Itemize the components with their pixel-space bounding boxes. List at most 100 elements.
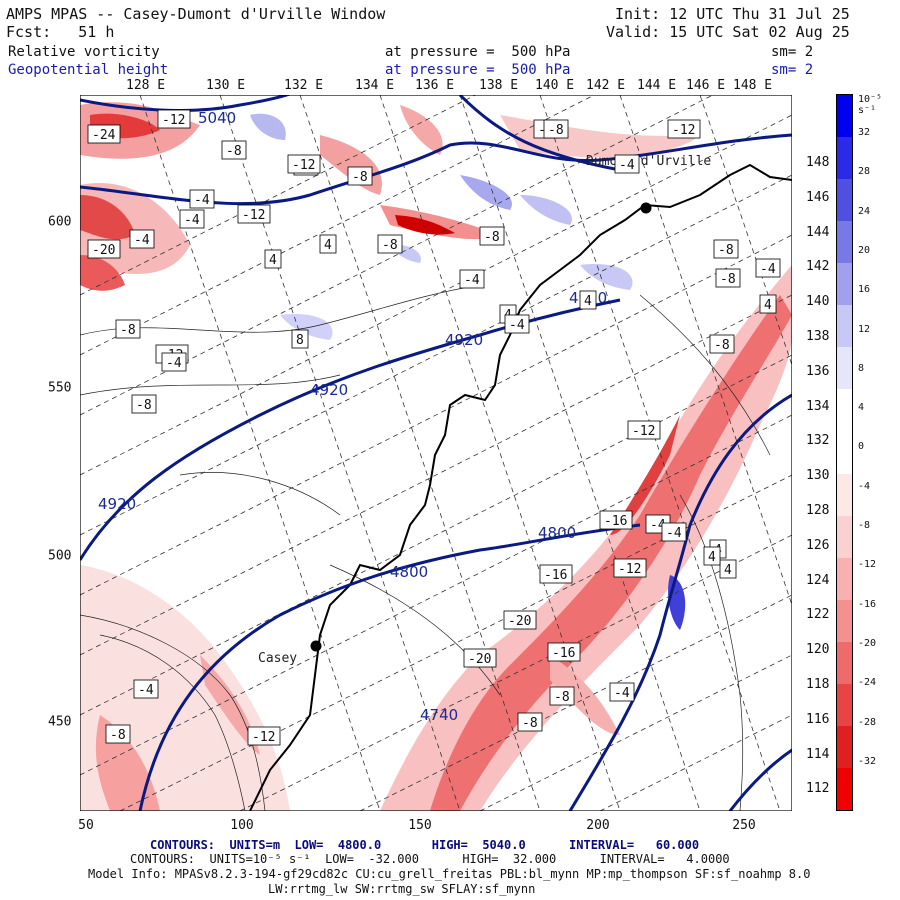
vorticity-label: -4 bbox=[504, 314, 530, 334]
vorticity-label-text: -8 bbox=[484, 230, 500, 245]
x-tick: 150 bbox=[408, 818, 432, 833]
y-tick: 600 bbox=[48, 214, 72, 230]
vorticity-label-text: 8 bbox=[296, 333, 304, 348]
vorticity-label: 4 bbox=[579, 290, 597, 310]
height-label: 4800 bbox=[538, 524, 576, 542]
vorticity-label: -12 bbox=[613, 558, 647, 578]
vorticity-label-text: -20 bbox=[468, 652, 491, 667]
colorbar-segment bbox=[837, 767, 852, 810]
right-lon-label: 128 E bbox=[806, 503, 846, 518]
right-lon-label: 146 E bbox=[806, 189, 846, 205]
colorbar-label: 24 bbox=[858, 205, 871, 217]
footer-model-info: Model Info: MPASv8.2.3-194-gf29cd82c CU:… bbox=[88, 867, 811, 881]
colorbar-label: 0 bbox=[858, 441, 865, 453]
lon-label: 138 E bbox=[479, 78, 519, 93]
vorticity-label-text: -8 bbox=[720, 272, 736, 287]
vorticity-labels: -24 -12 -4 -8 -4 -12 -20 -4 -8 -12 4 -8 -12 -8 8 -4 -8 -8… bbox=[87, 109, 781, 746]
colorbar-segment bbox=[837, 515, 852, 558]
colorbar-label: -32 bbox=[858, 755, 877, 767]
colorbar-label: 4 bbox=[858, 402, 865, 414]
vorticity-label: -4 bbox=[609, 682, 635, 702]
vorticity-label-text: 4 bbox=[708, 550, 716, 565]
height-contours bbox=[80, 95, 792, 811]
vorticity-label-text: -8 bbox=[352, 170, 368, 185]
colorbar-segment bbox=[837, 95, 852, 138]
vorticity-label-text: -8 bbox=[522, 716, 538, 731]
latlon-grid bbox=[80, 95, 792, 811]
vorticity-label-text: -24 bbox=[92, 128, 116, 143]
lon-label: 134 E bbox=[355, 78, 395, 93]
vorticity-label: 4 bbox=[319, 234, 337, 254]
vorticity-label: -12 bbox=[237, 204, 271, 224]
vorticity-label-text: -12 bbox=[292, 158, 315, 173]
colorbar-label: -24 bbox=[858, 677, 877, 689]
vorticity-label-text: -4 bbox=[194, 193, 210, 208]
lon-label: 144 E bbox=[637, 78, 677, 93]
field2-smoothing: sm= 2 bbox=[771, 62, 814, 78]
vorticity-label-text: -20 bbox=[92, 243, 115, 258]
height-labels: 5040 4920 4920 4920 4920 4800 4800 4740 bbox=[98, 109, 607, 724]
vorticity-label: -8 bbox=[517, 712, 543, 732]
vorticity-label-text: -8 bbox=[714, 338, 730, 353]
negative-vorticity-shading bbox=[250, 113, 686, 630]
vorticity-label: -4 bbox=[133, 679, 159, 699]
vorticity-label: -16 bbox=[599, 510, 633, 530]
vorticity-label-text: -16 bbox=[544, 568, 567, 583]
colorbar-segment bbox=[837, 431, 852, 474]
vorticity-label-text: -8 bbox=[136, 398, 152, 413]
vorticity-label: -4 bbox=[129, 229, 155, 249]
vorticity-label: -20 bbox=[87, 239, 121, 259]
right-lon-label: 136 E bbox=[806, 363, 846, 379]
colorbar-segment bbox=[837, 473, 852, 516]
colorbar-label: 20 bbox=[858, 244, 871, 256]
vorticity-label-text: -4 bbox=[184, 213, 200, 228]
colorbar-segment bbox=[837, 305, 852, 348]
casey-label: Casey bbox=[258, 651, 297, 666]
colorbar-label: 28 bbox=[858, 166, 871, 178]
vorticity-label: -8 bbox=[347, 166, 373, 186]
right-lon-label: 114 E bbox=[806, 746, 846, 762]
vorticity-label-text: 4 bbox=[764, 298, 772, 313]
field1-level: at pressure = 500 hPa bbox=[385, 44, 571, 60]
vorticity-label: 4 bbox=[703, 546, 721, 566]
right-lon-label: 138 E bbox=[806, 329, 846, 344]
vorticity-label-text: -12 bbox=[252, 730, 275, 745]
footer-physics: LW:rrtmg_lw SW:rrtmg_sw SFLAY:sf_mynn bbox=[268, 882, 536, 896]
vorticity-label-text: -12 bbox=[632, 424, 655, 439]
colorbar-label: 8 bbox=[858, 362, 865, 374]
vorticity-label-text: 4 bbox=[269, 253, 277, 268]
vorticity-label: -24 bbox=[87, 124, 121, 144]
vorticity-label: -16 bbox=[547, 642, 581, 662]
map-panel: Dumont d'Urville Casey 5040 4920 4920 49… bbox=[80, 95, 792, 811]
init-time: Init: 12 UTC Thu 31 Jul 25 bbox=[615, 5, 850, 23]
vorticity-label: -8 bbox=[377, 234, 403, 254]
vorticity-label: -12 bbox=[627, 420, 661, 440]
vorticity-label: 8 bbox=[291, 329, 309, 349]
height-label: 4740 bbox=[420, 706, 458, 724]
vorticity-label-text: -12 bbox=[162, 113, 185, 128]
right-lon-label: 144 E bbox=[806, 224, 846, 240]
right-lon-label: 118 E bbox=[806, 677, 846, 692]
forecast-hour: Fcst: 51 h bbox=[6, 23, 115, 41]
right-lon-label: 120 E bbox=[806, 642, 846, 658]
vorticity-label-text: -4 bbox=[666, 526, 682, 541]
lon-label: 148 E bbox=[733, 78, 773, 93]
right-lon-label: 116 E bbox=[806, 711, 846, 727]
vorticity-label-text: 4 bbox=[584, 294, 592, 309]
vorticity-label: -8 bbox=[479, 226, 505, 246]
right-lon-label: 122 E bbox=[806, 607, 846, 623]
vorticity-label-text: -8 bbox=[554, 690, 570, 705]
casey-station-marker bbox=[310, 640, 322, 652]
vorticity-label-text: -4 bbox=[614, 686, 630, 701]
colorbar-segment bbox=[837, 641, 852, 684]
colorbar-segment bbox=[837, 221, 852, 264]
height-label: 4920 bbox=[445, 331, 483, 349]
vorticity-label-text: -8 bbox=[120, 323, 136, 338]
colorbar-segment bbox=[837, 683, 852, 726]
vorticity-label-text: -12 bbox=[672, 123, 695, 138]
vorticity-label-text: -4 bbox=[166, 356, 182, 371]
vorticity-label-text: -4 bbox=[760, 262, 776, 277]
plot-title: AMPS MPAS -- Casey-Dumont d'Urville Wind… bbox=[6, 5, 386, 23]
vorticity-label: 4 bbox=[759, 294, 777, 314]
x-tick: 50 bbox=[78, 818, 94, 833]
